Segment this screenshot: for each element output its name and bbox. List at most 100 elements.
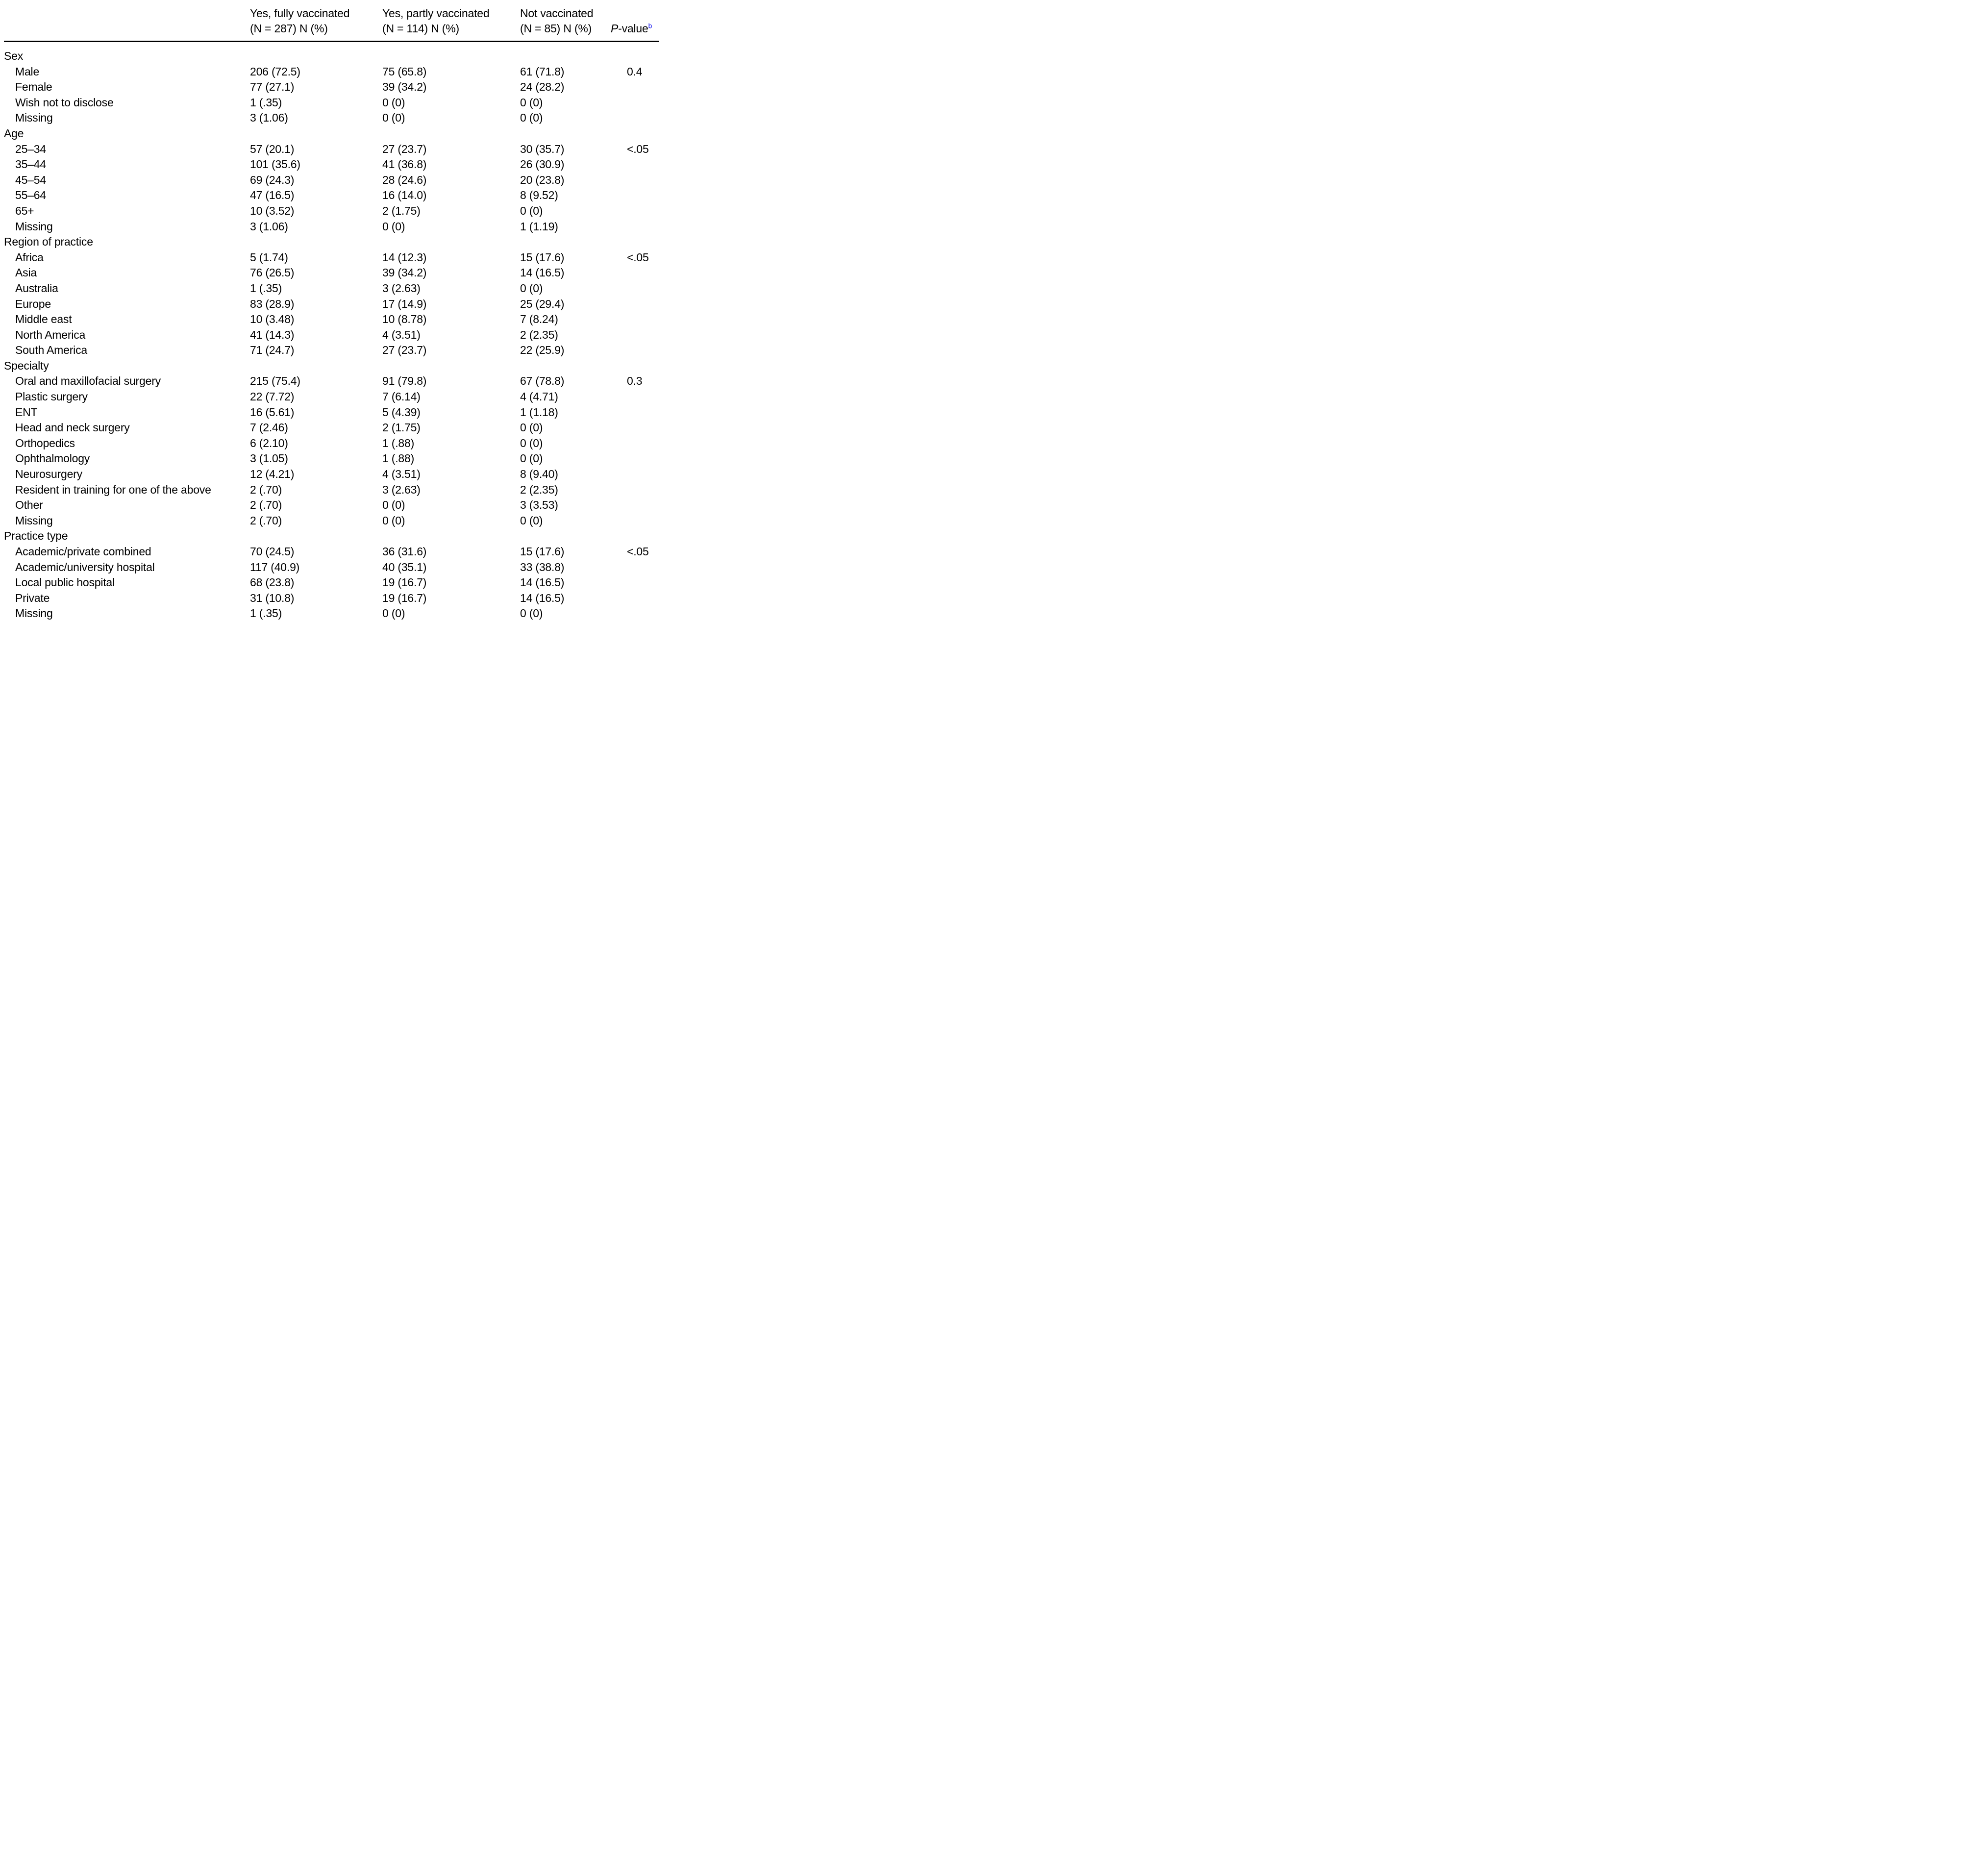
cell-not-vaccinated: 1 (1.19)	[520, 220, 558, 233]
cell-partly-vaccinated: 1 (.88)	[382, 436, 415, 449]
row-label: Plastic surgery	[15, 390, 88, 403]
row-label: 25–34	[15, 142, 46, 155]
cell-p-value	[611, 157, 659, 173]
row-label: Academic/private combined	[15, 545, 151, 558]
row-label: Male	[15, 65, 40, 78]
cell-fully-vaccinated: 71 (24.7)	[250, 344, 295, 357]
table-row: Missing 2 (.70) 0 (0) 0 (0)	[4, 513, 659, 529]
cell-partly-vaccinated: 4 (3.51)	[382, 328, 421, 341]
cell-p-value	[611, 467, 659, 482]
cell-fully-vaccinated: 215 (75.4)	[250, 374, 300, 388]
section-row: Sex	[4, 49, 659, 64]
cell-partly-vaccinated: 5 (4.39)	[382, 405, 421, 419]
section-title: Age	[4, 126, 24, 140]
cell-partly-vaccinated: 0 (0)	[382, 111, 405, 125]
cell-not-vaccinated: 0 (0)	[520, 204, 543, 217]
p-value-italic-p: P	[611, 22, 619, 35]
cell-p-value: <.05	[627, 250, 649, 264]
cell-p-value	[611, 513, 659, 529]
cell-not-vaccinated: 25 (29.4)	[520, 297, 565, 310]
column-header-line2: (N = 287) N (%)	[250, 22, 328, 35]
cell-p-value	[611, 482, 659, 498]
cell-p-value	[611, 79, 659, 95]
cell-partly-vaccinated: 39 (34.2)	[382, 266, 427, 279]
cell-partly-vaccinated: 19 (16.7)	[382, 576, 427, 589]
cell-p-value: 0.3	[627, 374, 643, 388]
cell-not-vaccinated: 67 (78.8)	[520, 374, 565, 388]
cell-not-vaccinated: 2 (2.35)	[520, 483, 558, 496]
cell-partly-vaccinated: 28 (24.6)	[382, 173, 427, 186]
section-row: Region of practice	[4, 234, 659, 250]
cell-fully-vaccinated: 22 (7.72)	[250, 390, 295, 403]
row-label: Missing	[15, 514, 53, 527]
row-label: Orthopedics	[15, 436, 75, 449]
row-label: 35–44	[15, 158, 46, 171]
cell-partly-vaccinated: 0 (0)	[382, 96, 405, 109]
table-row: North America 41 (14.3) 4 (3.51) 2 (2.35)	[4, 327, 659, 343]
row-label: Oral and maxillofacial surgery	[15, 374, 161, 388]
cell-not-vaccinated: 15 (17.6)	[520, 250, 565, 264]
cell-fully-vaccinated: 3 (1.06)	[250, 220, 288, 233]
table-row: Missing 3 (1.06) 0 (0) 0 (0)	[4, 110, 659, 126]
table-row: Resident in training for one of the abov…	[4, 482, 659, 498]
cell-fully-vaccinated: 77 (27.1)	[250, 80, 295, 94]
cell-fully-vaccinated: 76 (26.5)	[250, 266, 295, 279]
cell-fully-vaccinated: 57 (20.1)	[250, 142, 295, 155]
cell-p-value	[611, 343, 659, 358]
cell-p-value: <.05	[627, 545, 649, 558]
cell-not-vaccinated: 20 (23.8)	[520, 173, 565, 186]
cell-fully-vaccinated: 117 (40.9)	[250, 560, 300, 573]
cell-fully-vaccinated: 10 (3.52)	[250, 204, 295, 217]
cell-not-vaccinated: 0 (0)	[520, 607, 543, 620]
column-header-fully-vaccinated: Yes, fully vaccinated (N = 287) N (%)	[250, 6, 382, 36]
p-value-header: P-valueb	[611, 21, 659, 36]
section-title: Practice type	[4, 529, 68, 543]
row-label: Female	[15, 80, 52, 94]
section-row: Age	[4, 126, 659, 142]
cell-partly-vaccinated: 75 (65.8)	[382, 65, 427, 78]
row-label: Asia	[15, 266, 37, 279]
cell-fully-vaccinated: 2 (.70)	[250, 483, 282, 496]
cell-p-value	[611, 498, 659, 513]
cell-p-value: <.05	[627, 142, 649, 155]
cell-p-value	[611, 219, 659, 235]
cell-p-value	[611, 405, 659, 421]
column-header-line1: Not vaccinated	[520, 7, 594, 20]
cell-fully-vaccinated: 47 (16.5)	[250, 189, 295, 202]
column-header-not-vaccinated: Not vaccinated (N = 85) N (%)	[520, 6, 611, 36]
row-label: Other	[15, 498, 43, 512]
table-row: Middle east 10 (3.48) 10 (8.78) 7 (8.24)	[4, 312, 659, 327]
cell-partly-vaccinated: 14 (12.3)	[382, 250, 427, 264]
cell-partly-vaccinated: 10 (8.78)	[382, 313, 427, 326]
section-title: Specialty	[4, 359, 49, 372]
cell-p-value	[611, 297, 659, 312]
cell-not-vaccinated: 22 (25.9)	[520, 344, 565, 357]
table-row: Other 2 (.70) 0 (0) 3 (3.53)	[4, 498, 659, 513]
cell-partly-vaccinated: 19 (16.7)	[382, 591, 427, 604]
table-row: 35–44 101 (35.6) 41 (36.8) 26 (30.9)	[4, 157, 659, 173]
section-row: Specialty	[4, 358, 659, 374]
table-row: ENT 16 (5.61) 5 (4.39) 1 (1.18)	[4, 405, 659, 421]
row-label: Ophthalmology	[15, 452, 90, 465]
cell-not-vaccinated: 30 (35.7)	[520, 142, 565, 155]
cell-p-value	[611, 560, 659, 575]
row-label: Middle east	[15, 313, 72, 326]
row-label: Africa	[15, 250, 44, 264]
cell-p-value	[611, 173, 659, 188]
cell-not-vaccinated: 14 (16.5)	[520, 576, 565, 589]
table-body: Sex Male 206 (72.5) 75 (65.8) 61 (71.8) 0.4 Fe…	[4, 49, 659, 622]
cell-p-value	[611, 420, 659, 436]
cell-partly-vaccinated: 27 (23.7)	[382, 142, 427, 155]
row-label: Head and neck surgery	[15, 421, 130, 434]
cell-p-value	[611, 203, 659, 219]
table-row: Missing 3 (1.06) 0 (0) 1 (1.19)	[4, 219, 659, 235]
cell-fully-vaccinated: 6 (2.10)	[250, 436, 288, 449]
cell-not-vaccinated: 0 (0)	[520, 281, 543, 295]
table-row: Asia 76 (26.5) 39 (34.2) 14 (16.5)	[4, 265, 659, 281]
column-header-partly-vaccinated: Yes, partly vaccinated (N = 114) N (%)	[382, 6, 520, 36]
table-row: South America 71 (24.7) 27 (23.7) 22 (25.9)	[4, 343, 659, 358]
footnote-marker-b: b	[648, 22, 652, 30]
cell-p-value	[611, 188, 659, 203]
cell-partly-vaccinated: 1 (.88)	[382, 452, 415, 465]
section-title: Region of practice	[4, 235, 93, 249]
